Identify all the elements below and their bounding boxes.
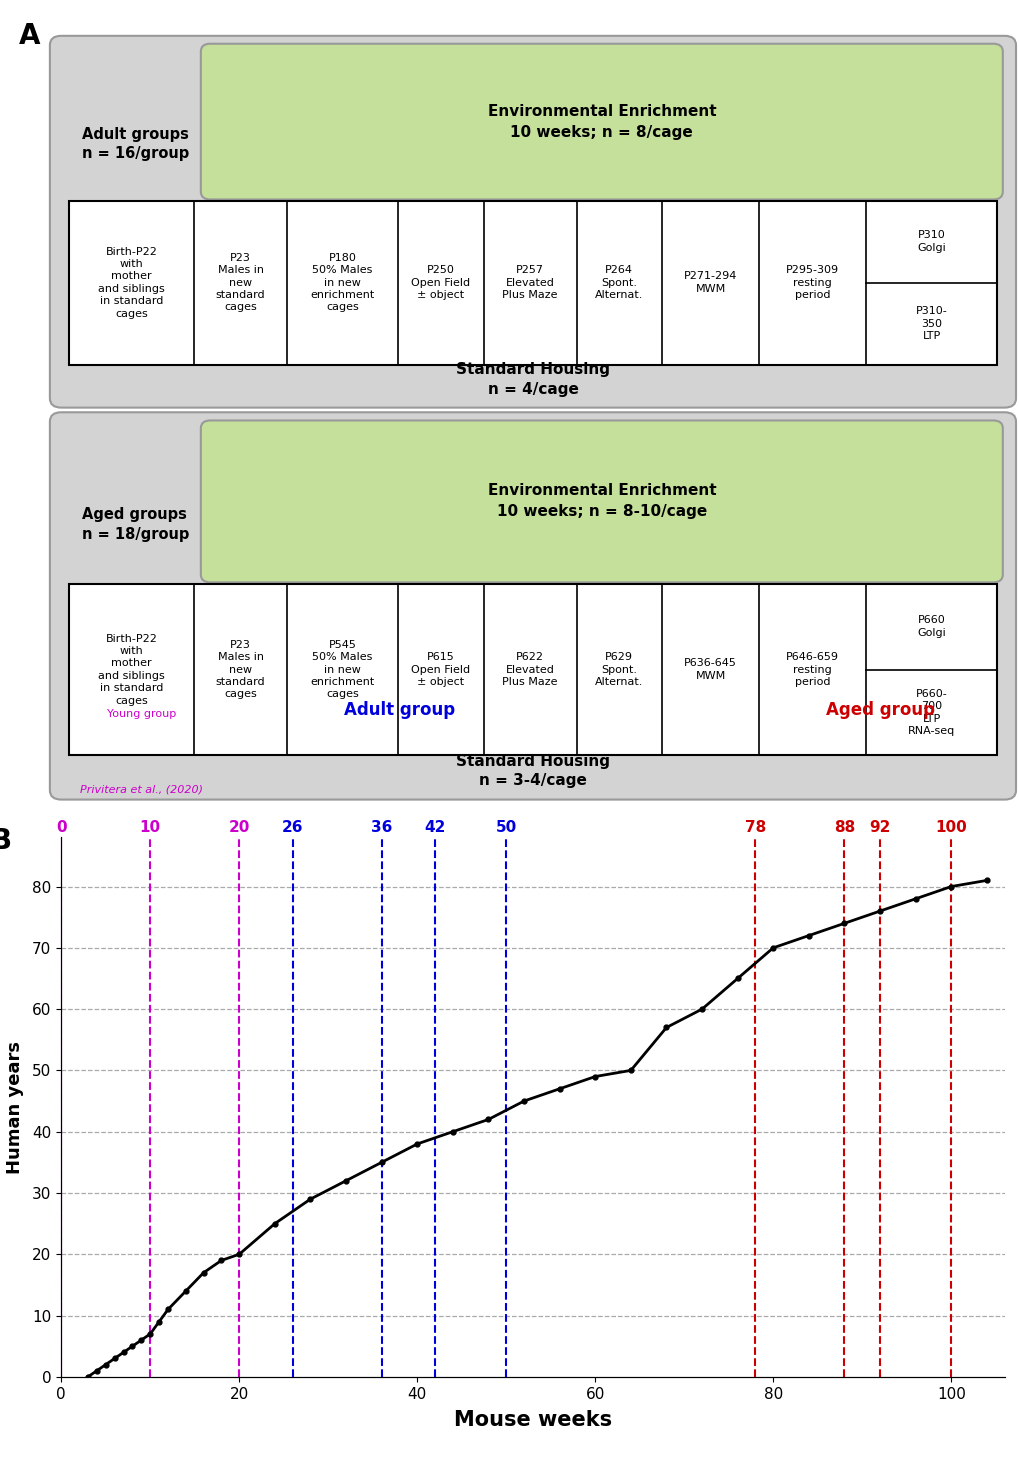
Y-axis label: Human years: Human years — [6, 1040, 23, 1174]
Text: Aged groups
n = 18/group: Aged groups n = 18/group — [82, 507, 190, 542]
Bar — [68, 201, 997, 364]
FancyBboxPatch shape — [50, 36, 1015, 408]
Text: P271-294
MWM: P271-294 MWM — [684, 271, 737, 294]
Text: P615
Open Field
± object: P615 Open Field ± object — [411, 653, 470, 686]
Text: P257
Elevated
Plus Maze: P257 Elevated Plus Maze — [502, 265, 557, 300]
Text: P23
Males in
new
standard
cages: P23 Males in new standard cages — [215, 640, 265, 699]
Text: Young group: Young group — [107, 708, 175, 718]
Text: P23
Males in
new
standard
cages: P23 Males in new standard cages — [215, 254, 265, 312]
FancyBboxPatch shape — [201, 421, 1002, 583]
Text: P629
Spont.
Alternat.: P629 Spont. Alternat. — [594, 653, 643, 686]
Text: Aged group: Aged group — [824, 701, 933, 718]
Text: P622
Elevated
Plus Maze: P622 Elevated Plus Maze — [502, 653, 557, 686]
Text: Privitera et al., (2020): Privitera et al., (2020) — [79, 784, 203, 794]
Text: Birth-P22
with
mother
and siblings
in standard
cages: Birth-P22 with mother and siblings in st… — [98, 634, 165, 705]
X-axis label: Mouse weeks: Mouse weeks — [453, 1410, 611, 1429]
Text: P545
50% Males
in new
enrichment
cages: P545 50% Males in new enrichment cages — [310, 640, 374, 699]
Text: Standard Housing
n = 3-4/cage: Standard Housing n = 3-4/cage — [455, 753, 609, 788]
Text: Adult groups
n = 16/group: Adult groups n = 16/group — [83, 127, 190, 162]
Text: P250
Open Field
± object: P250 Open Field ± object — [411, 265, 470, 300]
Text: Environmental Enrichment
10 weeks; n = 8-10/cage: Environmental Enrichment 10 weeks; n = 8… — [487, 484, 715, 519]
FancyBboxPatch shape — [50, 412, 1015, 800]
Text: Birth-P22
with
mother
and siblings
in standard
cages: Birth-P22 with mother and siblings in st… — [98, 246, 165, 319]
Text: P310-
350
LTP: P310- 350 LTP — [915, 306, 947, 341]
Text: A: A — [18, 22, 40, 50]
Text: P646-659
resting
period: P646-659 resting period — [786, 653, 839, 686]
Text: Environmental Enrichment
10 weeks; n = 8/cage: Environmental Enrichment 10 weeks; n = 8… — [487, 103, 715, 140]
Text: P660
Golgi: P660 Golgi — [916, 615, 946, 638]
Bar — [68, 584, 997, 755]
Text: P636-645
MWM: P636-645 MWM — [684, 659, 737, 680]
Text: P295-309
resting
period: P295-309 resting period — [786, 265, 839, 300]
Text: P310
Golgi: P310 Golgi — [916, 230, 946, 252]
Text: P264
Spont.
Alternat.: P264 Spont. Alternat. — [594, 265, 643, 300]
Text: B: B — [0, 826, 11, 855]
Text: Adult group: Adult group — [343, 701, 454, 718]
FancyBboxPatch shape — [201, 44, 1002, 200]
Text: P180
50% Males
in new
enrichment
cages: P180 50% Males in new enrichment cages — [310, 254, 374, 312]
Text: P660-
700
LTP
RNA-seq: P660- 700 LTP RNA-seq — [907, 689, 955, 736]
Text: Standard Housing
n = 4/cage: Standard Housing n = 4/cage — [455, 363, 609, 398]
